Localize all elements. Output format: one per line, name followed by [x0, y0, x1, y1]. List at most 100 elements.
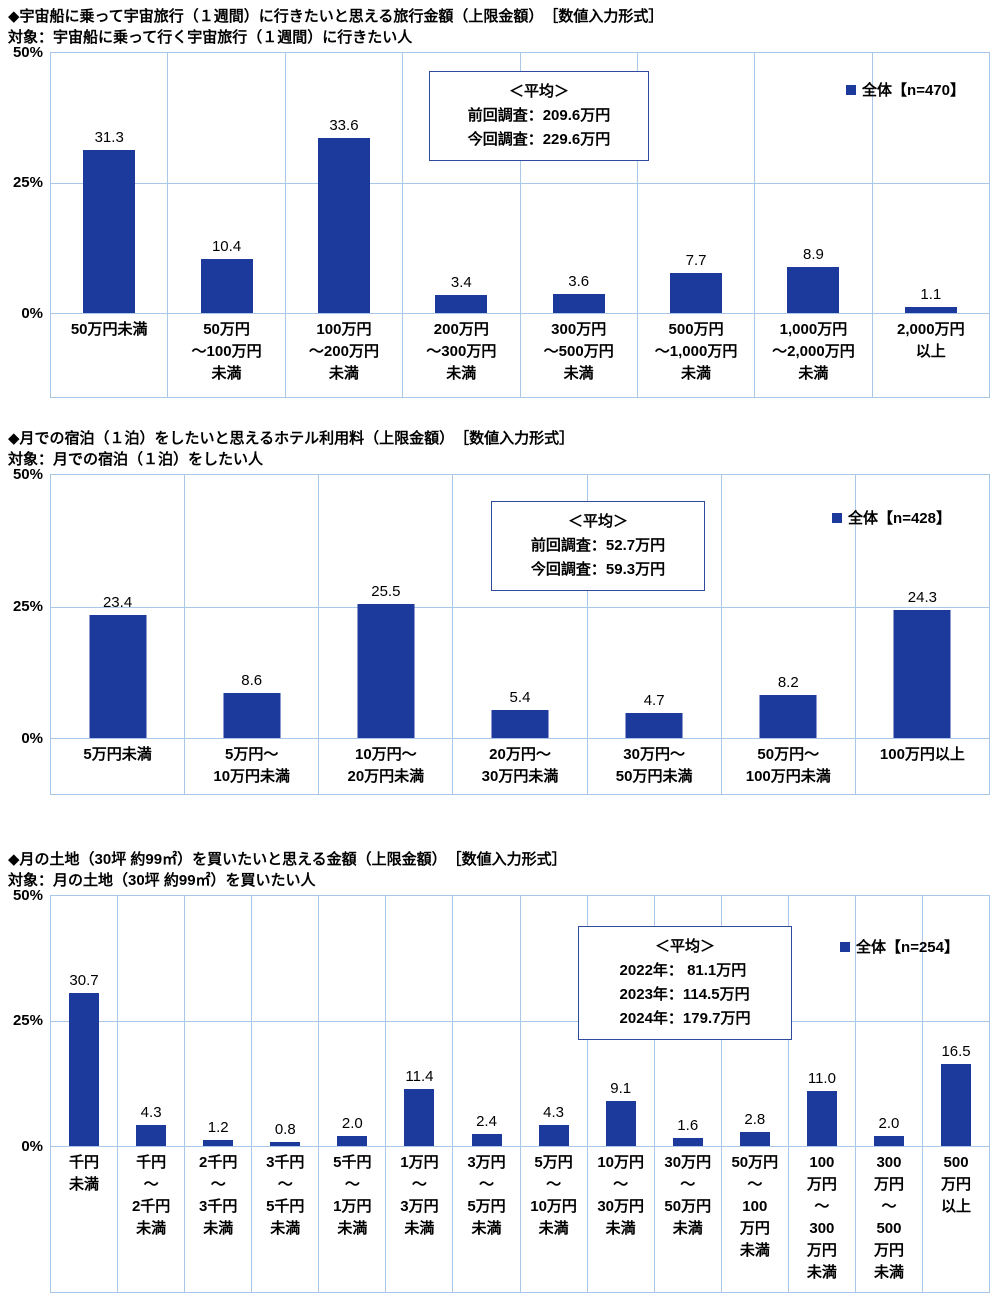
average-note-line: 2022年： 81.1万円: [619, 962, 747, 979]
bar: [538, 1124, 569, 1146]
bar: [471, 1134, 502, 1146]
bar-slot: 23.4: [51, 475, 186, 738]
bar: [605, 1100, 636, 1146]
category-label: 20万円～ 30万円未満: [453, 739, 588, 794]
category-labels: 50万円未満 50万円 ～100万円 未満 100万円 ～200万円 未満 200万円…: [50, 314, 990, 398]
bar-slot: 33.6: [286, 53, 404, 313]
bar-value-label: 2.0: [341, 1115, 363, 1132]
category-label: 3万円 ～ 5万円 未満: [453, 1147, 521, 1292]
bar-value-label: 33.6: [329, 117, 359, 135]
bar-slot: 2.4: [453, 896, 521, 1146]
bar: [672, 1138, 703, 1146]
bar-slot: 8.2: [722, 475, 856, 738]
chart-title: ◆宇宙船に乗って宇宙旅行（１週間）に行きたいと思える旅行金額（上限金額） ［数値…: [8, 8, 664, 25]
bar-value-label: 23.4: [102, 593, 133, 611]
average-note-box: ＜平均＞ 2022年： 81.1万円 2023年：114.5万円 2024年：1…: [578, 926, 792, 1040]
category-axis: 50万円未満 50万円 ～100万円 未満 100万円 ～200万円 未満 200万円…: [8, 314, 990, 398]
bar-value-label: 11.0: [807, 1070, 836, 1087]
bar: [337, 1136, 368, 1146]
bars-container: 31.3 10.4 33.6 3.4 3.6 7.7 8.9 1.1: [51, 53, 989, 313]
average-note-lines: 前回調査：52.7万円 今回調査：59.3万円: [531, 534, 665, 582]
bar: [203, 1140, 234, 1146]
category-label: 千円 ～ 2千円 未満: [118, 1147, 186, 1292]
category-label: 1,000万円 ～2,000万円 未満: [755, 314, 873, 397]
bar-value-label: 1.6: [677, 1117, 699, 1134]
chart-space-travel-budget: ◆宇宙船に乗って宇宙旅行（１週間）に行きたいと思える旅行金額（上限金額） ［数値…: [8, 6, 990, 398]
category-label: 2,000万円 以上: [897, 321, 965, 360]
category-axis-spacer: [8, 739, 50, 795]
legend-marker: [832, 512, 843, 523]
legend: 全体【n=470】: [846, 79, 965, 100]
bar-value-label: 4.7: [643, 692, 665, 710]
average-note-line: 2024年：179.7万円: [619, 1010, 751, 1027]
average-note-box: ＜平均＞ 前回調査：52.7万円 今回調査：59.3万円: [491, 501, 705, 591]
chart-moon-land-budget: ◆月の土地（30坪 約99㎡）を買いたいと思える金額（上限金額） ［数値入力形式…: [8, 849, 990, 1293]
category-label: 500万円 ～1,000万円 未満: [638, 314, 756, 397]
bar-slot: 1.1: [873, 53, 989, 313]
bar-value-label: 25.5: [371, 582, 401, 600]
bar: [200, 258, 253, 313]
bar: [136, 1124, 167, 1146]
bar: [317, 138, 370, 313]
bar-value-label: 1.2: [207, 1119, 229, 1136]
bar: [893, 610, 951, 738]
bar-value-label: 30.7: [69, 971, 99, 989]
y-tick-25: 25%: [12, 597, 43, 615]
legend-label: 全体【n=470】: [862, 82, 965, 99]
category-label: 200万円 ～300万円 未満: [403, 314, 521, 397]
bar-value-label: 8.2: [777, 673, 799, 691]
bar-slot: 5.4: [453, 475, 588, 738]
chart-title: ◆月の土地（30坪 約99㎡）を買いたいと思える金額（上限金額） ［数値入力形式…: [8, 851, 567, 868]
bar-value-label: 16.5: [941, 1042, 971, 1060]
bar-value-label: 3.6: [568, 273, 590, 291]
bar-slot: 4.3: [118, 896, 186, 1146]
category-label: 50万円 ～ 100 万円 未満: [722, 1147, 789, 1292]
average-note-lines: 2022年： 81.1万円 2023年：114.5万円 2024年：179.7万…: [620, 959, 751, 1031]
bar-value-label: 9.1: [610, 1079, 632, 1097]
bar-slot: 30.7: [51, 896, 119, 1146]
category-label: 100 万円 ～ 300 万円 未満: [789, 1147, 856, 1292]
bar-slot: 11.4: [386, 896, 454, 1146]
bar-value-label: 7.7: [685, 251, 707, 269]
average-note-line: 前回調査：209.6万円: [467, 107, 611, 124]
category-label: 1万円 ～ 3万円 未満: [386, 1147, 454, 1292]
bar-slot: 7.7: [638, 53, 756, 313]
bar-value-label: 3.4: [450, 274, 472, 292]
bar-slot: 8.9: [755, 53, 873, 313]
bar-value-label: 1.1: [920, 286, 942, 304]
chart-moon-hotel-budget: ◆月での宿泊（１泊）をしたいと思えるホテル利用料（上限金額） ［数値入力形式］ …: [8, 428, 990, 795]
bar-value-label: 0.8: [274, 1121, 296, 1138]
y-axis: 50% 25% 0%: [8, 887, 50, 1155]
bar-slot: 2.0: [319, 896, 387, 1146]
bar-value-label: 2.0: [878, 1115, 900, 1132]
category-label: 3千円 ～ 5千円 未満: [252, 1147, 320, 1292]
average-note-line: 2023年：114.5万円: [619, 986, 750, 1003]
bar: [435, 295, 488, 313]
bar: [670, 272, 723, 313]
bar-value-label: 8.6: [241, 671, 263, 689]
legend: 全体【n=254】: [840, 936, 959, 957]
bar: [404, 1089, 435, 1146]
category-axis: 5万円未満 5万円～ 10万円未満 10万円～ 20万円未満 20万円～ 30万円未満…: [8, 739, 990, 795]
chart-subtitle: 対象：月の土地（30坪 約99㎡）を買いたい人: [8, 872, 316, 889]
legend-label: 全体【n=428】: [848, 510, 951, 527]
average-note-heading: ＜平均＞: [654, 938, 715, 955]
bar: [223, 692, 281, 738]
legend: 全体【n=428】: [832, 507, 951, 528]
bar: [69, 992, 100, 1146]
bar-value-label: 24.3: [907, 589, 938, 607]
legend-marker: [840, 941, 851, 952]
bar: [787, 266, 840, 313]
bar-slot: 3.6: [521, 53, 638, 313]
category-label: 50万円未満: [51, 314, 169, 397]
category-axis-spacer: [8, 314, 50, 398]
category-label: 100万円 ～200万円 未満: [286, 314, 404, 397]
category-label: 30万円～ 50万円未満: [588, 739, 722, 794]
y-tick-50: 50%: [12, 887, 43, 904]
category-label: 500 万円 以上: [941, 1154, 972, 1215]
bar: [83, 150, 136, 313]
average-note-line: 今回調査：229.6万円: [467, 131, 611, 148]
bar-value-label: 2.8: [744, 1111, 766, 1128]
bar-value-label: 11.4: [405, 1068, 434, 1086]
bar-slot: 1.2: [185, 896, 253, 1146]
